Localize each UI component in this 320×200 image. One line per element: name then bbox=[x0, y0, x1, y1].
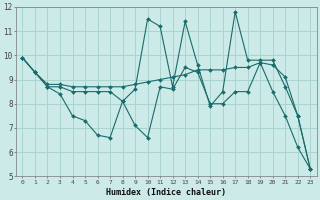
X-axis label: Humidex (Indice chaleur): Humidex (Indice chaleur) bbox=[106, 188, 226, 197]
